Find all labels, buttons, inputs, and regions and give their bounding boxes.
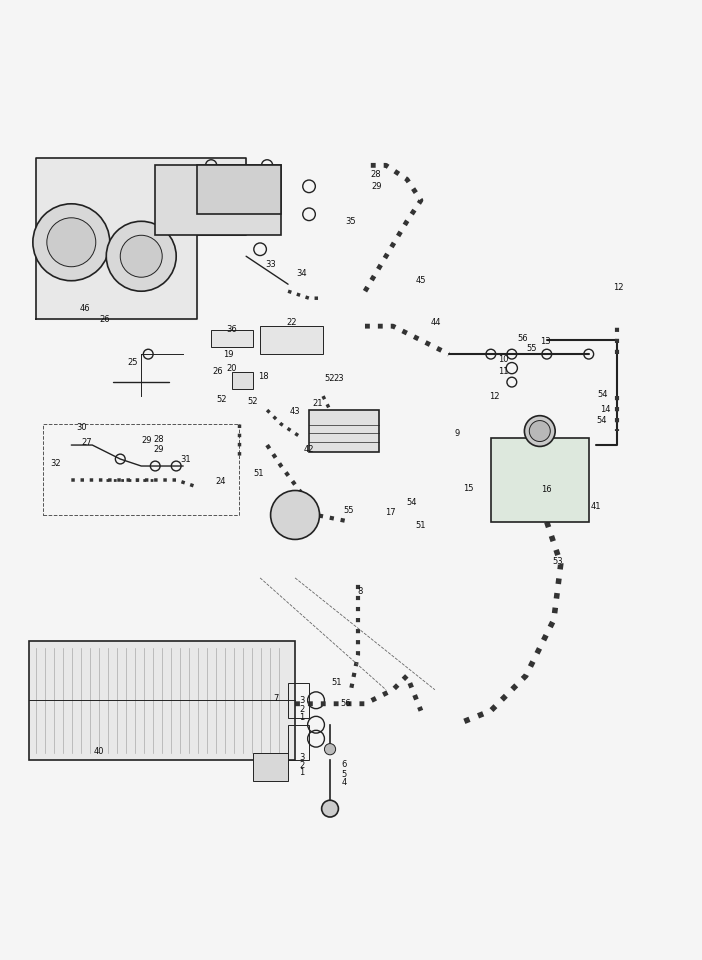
Text: 36: 36 — [227, 325, 237, 334]
Text: 18: 18 — [258, 372, 269, 381]
Circle shape — [120, 235, 162, 277]
Text: 21: 21 — [313, 398, 324, 408]
Bar — [197, 165, 281, 214]
Bar — [232, 372, 253, 389]
Text: 56: 56 — [517, 333, 528, 343]
Text: 26: 26 — [100, 315, 110, 324]
Text: 7: 7 — [274, 694, 279, 703]
Text: 46: 46 — [80, 304, 91, 313]
Text: 56: 56 — [340, 699, 352, 708]
Text: 4: 4 — [341, 779, 347, 787]
Text: 2: 2 — [300, 705, 305, 714]
Circle shape — [33, 204, 110, 280]
Text: 29: 29 — [371, 181, 381, 191]
Text: 26: 26 — [213, 367, 223, 376]
Text: 33: 33 — [265, 260, 276, 269]
Text: 51: 51 — [253, 469, 264, 478]
Polygon shape — [37, 158, 246, 319]
Bar — [309, 410, 379, 452]
Text: 52: 52 — [325, 374, 336, 383]
Bar — [288, 725, 309, 759]
Text: 29: 29 — [142, 436, 152, 444]
Text: 3: 3 — [299, 696, 305, 705]
Text: 54: 54 — [596, 416, 607, 425]
Text: 28: 28 — [154, 435, 164, 444]
Circle shape — [524, 416, 555, 446]
Text: 54: 54 — [597, 390, 608, 399]
Text: 31: 31 — [180, 454, 191, 464]
Text: 55: 55 — [526, 344, 536, 353]
Text: 15: 15 — [463, 484, 474, 492]
Text: 13: 13 — [540, 337, 550, 346]
Text: 2: 2 — [300, 760, 305, 770]
Text: 19: 19 — [223, 349, 234, 359]
Circle shape — [270, 491, 319, 540]
Text: 17: 17 — [385, 509, 395, 517]
Bar — [44, 424, 239, 515]
Text: 52: 52 — [216, 396, 227, 404]
Text: 6: 6 — [341, 760, 347, 769]
Circle shape — [529, 420, 550, 442]
Text: 9: 9 — [455, 429, 460, 439]
Text: 32: 32 — [51, 459, 61, 468]
Circle shape — [324, 744, 336, 755]
Text: 43: 43 — [290, 407, 300, 416]
Text: 30: 30 — [77, 423, 87, 432]
Text: 54: 54 — [406, 498, 417, 507]
Text: 41: 41 — [590, 502, 601, 511]
Text: 52: 52 — [248, 397, 258, 406]
Bar — [155, 165, 281, 235]
Text: 3: 3 — [299, 753, 305, 762]
Text: 34: 34 — [297, 269, 307, 278]
Text: 24: 24 — [215, 477, 225, 486]
Text: 55: 55 — [344, 506, 354, 516]
Bar — [29, 641, 295, 759]
Circle shape — [322, 801, 338, 817]
Text: 16: 16 — [541, 485, 552, 493]
Bar — [491, 438, 589, 522]
Bar — [211, 329, 253, 348]
Bar — [288, 683, 309, 718]
Text: 42: 42 — [304, 445, 314, 454]
Text: 51: 51 — [416, 521, 426, 530]
Text: 20: 20 — [227, 364, 237, 372]
Text: 22: 22 — [286, 318, 297, 327]
Text: 53: 53 — [552, 557, 562, 565]
Text: 29: 29 — [154, 445, 164, 454]
Text: 1: 1 — [300, 768, 305, 777]
Bar — [260, 326, 323, 354]
Text: 44: 44 — [431, 318, 442, 327]
Text: 10: 10 — [498, 355, 509, 364]
Text: 25: 25 — [128, 358, 138, 367]
Text: 35: 35 — [345, 217, 357, 226]
Text: ×: × — [291, 510, 300, 520]
Text: 5: 5 — [341, 770, 347, 779]
Text: 23: 23 — [333, 374, 344, 383]
Text: 11: 11 — [498, 367, 509, 376]
Text: 12: 12 — [489, 393, 500, 401]
Circle shape — [106, 222, 176, 291]
Text: 51: 51 — [332, 679, 343, 687]
Text: 45: 45 — [416, 276, 426, 285]
Text: 40: 40 — [94, 747, 105, 756]
Text: 14: 14 — [600, 405, 611, 414]
Text: 1: 1 — [300, 713, 305, 722]
Text: 12: 12 — [614, 283, 624, 292]
Text: 27: 27 — [81, 439, 92, 447]
Bar — [253, 753, 288, 780]
Text: 8: 8 — [357, 588, 363, 596]
Text: 28: 28 — [371, 170, 381, 179]
Circle shape — [47, 218, 95, 267]
